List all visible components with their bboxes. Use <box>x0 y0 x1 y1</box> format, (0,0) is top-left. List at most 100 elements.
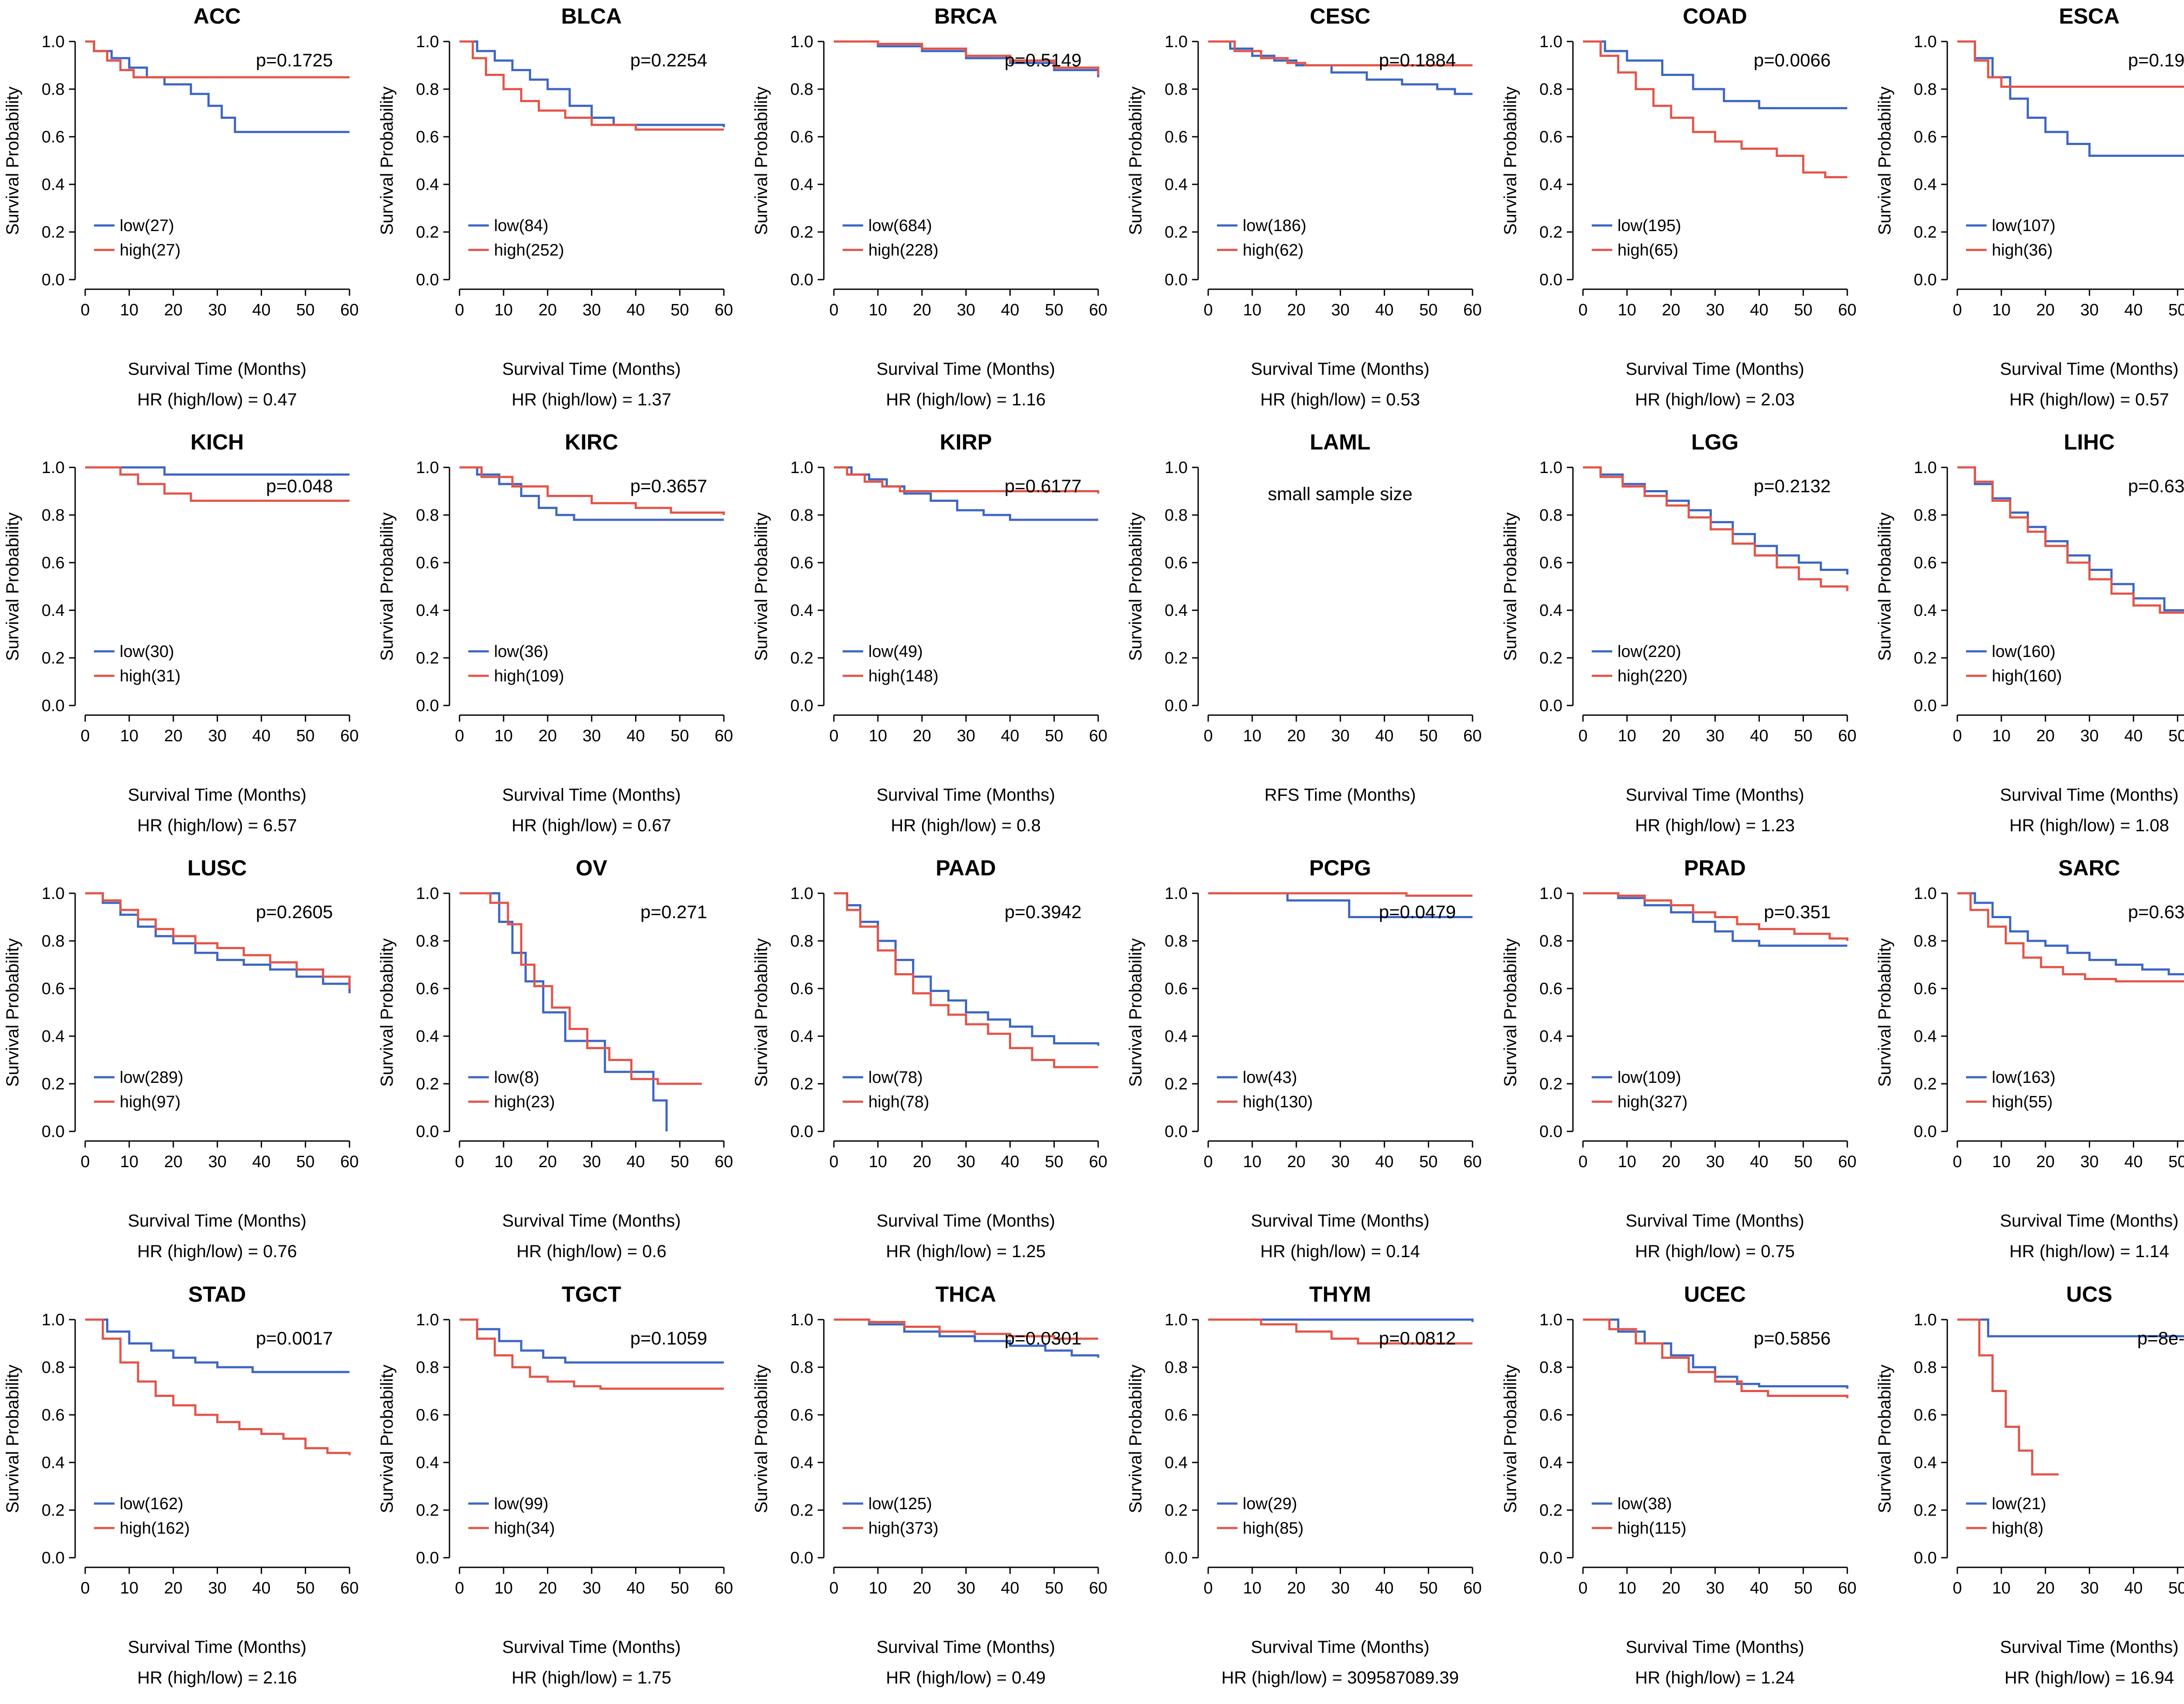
x-tick-label: 30 <box>1706 301 1724 319</box>
y-tick-label: 0.6 <box>1165 128 1188 146</box>
hazard-ratio-label: HR (high/low) = 1.75 <box>511 1668 671 1687</box>
x-tick-label: 10 <box>1243 727 1261 745</box>
y-tick-label: 1.0 <box>1539 459 1562 477</box>
panel-title: KICH <box>190 430 244 454</box>
panel-title: SARC <box>2058 856 2120 880</box>
x-axis-label: Survival Time (Months) <box>1625 359 1804 379</box>
x-tick-label: 50 <box>670 1153 689 1171</box>
x-tick-label: 0 <box>1204 1153 1213 1171</box>
legend-low-label: low(162) <box>120 1495 183 1513</box>
panel-svg-KIRC: KIRC Survival Probability 0.0 0.2 0.4 0.6 0.8 1… <box>377 430 733 835</box>
panel-title: ESCA <box>2059 4 2119 28</box>
legend-low-label: low(125) <box>868 1495 932 1513</box>
panel-title: BRCA <box>934 4 997 28</box>
x-axis-label: Survival Time (Months) <box>1251 1638 1430 1657</box>
x-tick-label: 40 <box>1750 1579 1768 1597</box>
p-value: p=0.6378 <box>2128 476 2184 496</box>
y-tick-label: 0.8 <box>1539 932 1562 951</box>
y-tick-label: 0.0 <box>1539 1549 1562 1567</box>
high-group-curve <box>460 1318 724 1390</box>
y-axis-label: Survival Probability <box>752 938 771 1087</box>
y-tick-label: 0.8 <box>1165 506 1188 525</box>
legend-low-label: low(684) <box>868 217 932 235</box>
y-tick-label: 0.2 <box>41 1075 65 1093</box>
y-axis-label: Survival Probability <box>1501 512 1520 661</box>
y-tick-label: 0.4 <box>790 1454 813 1472</box>
p-value: p=0.1725 <box>256 50 333 70</box>
y-tick-label: 0.8 <box>1539 80 1562 99</box>
legend-high-label: high(228) <box>868 241 939 259</box>
low-group-curve <box>834 892 1099 1046</box>
x-tick-label: 20 <box>1662 1579 1680 1597</box>
x-tick-label: 60 <box>1463 727 1482 745</box>
x-tick-label: 0 <box>1952 727 1962 745</box>
y-tick-label: 1.0 <box>1914 459 1937 477</box>
high-group-curve <box>834 466 1099 494</box>
y-tick-label: 0.4 <box>1539 1454 1562 1472</box>
x-tick-label: 20 <box>1662 1153 1680 1171</box>
y-tick-label: 0.6 <box>416 554 439 572</box>
y-tick-label: 0.8 <box>1539 506 1562 525</box>
x-tick-label: 30 <box>1331 1579 1350 1597</box>
panel-LAML: LAML Survival Probability 0.0 0.2 0.4 0.6 0.8 1… <box>1123 426 1497 852</box>
x-tick-label: 10 <box>1617 1579 1636 1597</box>
x-tick-label: 10 <box>1243 1153 1261 1171</box>
y-axis-label: Survival Probability <box>377 1365 397 1513</box>
y-tick-label: 1.0 <box>1539 33 1562 51</box>
x-tick-label: 0 <box>455 727 464 745</box>
y-tick-label: 0.6 <box>416 128 439 146</box>
x-axis-label: Survival Time (Months) <box>1625 785 1804 805</box>
y-tick-label: 0.4 <box>790 1027 813 1046</box>
x-tick-label: 20 <box>1287 1579 1306 1597</box>
y-tick-label: 1.0 <box>790 459 813 477</box>
panel-PRAD: PRAD Survival Probability 0.0 0.2 0.4 0.6 0.8 1… <box>1498 852 1872 1278</box>
x-tick-label: 40 <box>1750 727 1768 745</box>
p-value: p=0.5149 <box>1005 50 1082 70</box>
x-axis-label: Survival Time (Months) <box>1251 1211 1430 1230</box>
hazard-ratio-label: HR (high/low) = 0.75 <box>1635 1242 1795 1262</box>
y-tick-label: 0.6 <box>41 554 65 572</box>
high-group-curve <box>460 40 724 131</box>
x-tick-label: 10 <box>1617 1153 1636 1171</box>
hazard-ratio-label: HR (high/low) = 309587089.39 <box>1222 1668 1459 1687</box>
y-axis-label: Survival Probability <box>1126 1365 1145 1513</box>
y-tick-label: 0.2 <box>41 1501 65 1520</box>
x-tick-label: 10 <box>1992 1153 2010 1171</box>
x-tick-label: 60 <box>715 301 733 319</box>
panel-title: LAML <box>1310 430 1371 454</box>
x-tick-label: 30 <box>583 1579 601 1597</box>
y-tick-label: 0.8 <box>1914 932 1937 951</box>
x-axis-label: Survival Time (Months) <box>128 1211 307 1230</box>
x-tick-label: 0 <box>80 1153 90 1171</box>
legend-low-label: low(8) <box>494 1068 539 1087</box>
low-group-curve <box>1208 1318 1474 1322</box>
x-tick-label: 0 <box>1578 1579 1587 1597</box>
legend-low-label: low(30) <box>120 643 174 661</box>
panel-title: PAAD <box>936 856 996 880</box>
hazard-ratio-label: HR (high/low) = 0.67 <box>511 816 671 835</box>
panel-title: TGCT <box>562 1282 621 1307</box>
legend-low-label: low(160) <box>1992 643 2056 661</box>
x-axis-label: Survival Time (Months) <box>502 1638 681 1657</box>
x-tick-label: 20 <box>1662 727 1680 745</box>
x-axis-label: Survival Time (Months) <box>1625 1211 1804 1230</box>
y-tick-label: 0.4 <box>416 176 439 194</box>
y-tick-label: 1.0 <box>416 885 439 903</box>
y-tick-label: 0.4 <box>790 176 813 194</box>
p-value: p=0.351 <box>1764 902 1831 922</box>
x-tick-label: 30 <box>957 301 975 319</box>
x-tick-label: 50 <box>296 1153 314 1171</box>
hazard-ratio-label: HR (high/low) = 0.47 <box>137 390 297 409</box>
x-tick-label: 50 <box>670 301 689 319</box>
x-tick-label: 10 <box>1992 1579 2010 1597</box>
x-tick-label: 30 <box>1331 301 1350 319</box>
panel-svg-LAML: LAML Survival Probability 0.0 0.2 0.4 0.6 0.8 1… <box>1126 430 1482 805</box>
x-tick-label: 40 <box>2124 301 2143 319</box>
legend-high-label: high(85) <box>1243 1519 1303 1538</box>
y-tick-label: 1.0 <box>41 33 65 51</box>
hazard-ratio-label: HR (high/low) = 1.23 <box>1635 816 1795 835</box>
y-tick-label: 0.0 <box>1539 1123 1562 1141</box>
x-tick-label: 10 <box>1617 301 1636 319</box>
x-axis-label: Survival Time (Months) <box>128 1638 307 1657</box>
